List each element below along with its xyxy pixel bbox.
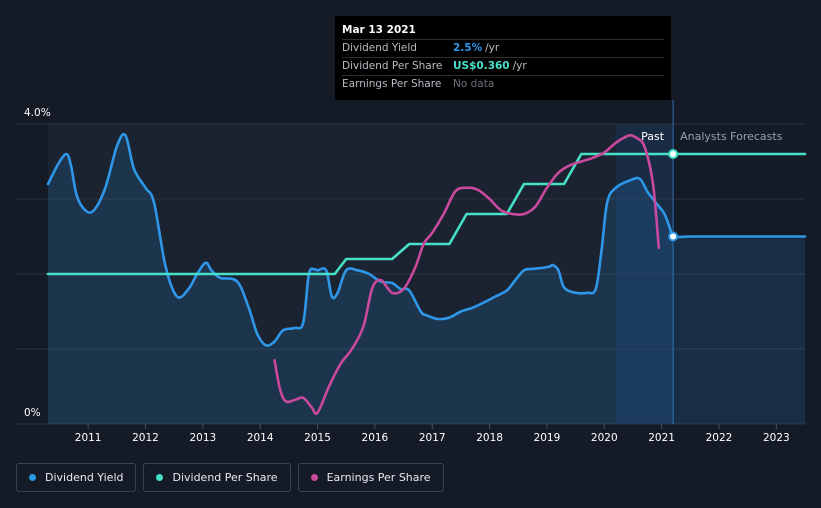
legend: Dividend Yield Dividend Per Share Earnin… xyxy=(16,463,451,492)
tooltip-row-value: 2.5% xyxy=(453,42,483,54)
x-tick-label: 2023 xyxy=(763,432,790,444)
legend-label: Dividend Yield xyxy=(45,471,124,484)
marker-dividend-per-share xyxy=(668,149,679,159)
dividend-yield-line xyxy=(46,132,807,347)
y-min-label: 0% xyxy=(24,407,41,419)
y-axis-labels: 4.0% 0% xyxy=(24,107,51,419)
x-tick-label: 2020 xyxy=(591,432,618,444)
tooltip-date: Mar 13 2021 xyxy=(342,24,416,36)
x-tick-label: 2018 xyxy=(476,432,503,444)
legend-label: Earnings Per Share xyxy=(326,471,431,484)
x-tick-label: 2012 xyxy=(132,432,159,444)
tooltip-row-dividend-yield: Dividend Yield 2.5% /yr xyxy=(342,39,664,57)
earnings-per-share-line xyxy=(273,134,661,416)
x-tick-label: 2013 xyxy=(189,432,216,444)
legend-item-dividend-per-share[interactable]: Dividend Per Share xyxy=(143,463,291,492)
x-tick-label: 2015 xyxy=(304,432,331,444)
tooltip-row-name: Dividend Per Share xyxy=(342,60,443,72)
legend-dot-icon xyxy=(310,474,318,481)
x-tick-label: 2022 xyxy=(706,432,733,444)
area-fills xyxy=(48,134,805,425)
x-tick-label: 2021 xyxy=(648,432,675,444)
y-max-label: 4.0% xyxy=(24,107,51,119)
legend-dot-icon xyxy=(156,474,164,481)
series-lines xyxy=(46,132,807,416)
x-tick-label: 2016 xyxy=(362,432,389,444)
tooltip-row-unit: /yr xyxy=(485,42,500,54)
tooltip-row-name: Earnings Per Share xyxy=(342,78,442,90)
legend-item-dividend-yield[interactable]: Dividend Yield xyxy=(16,463,137,492)
tooltip-row-value: US$0.360 xyxy=(453,60,510,72)
tooltip-row-unit: /yr xyxy=(512,60,527,72)
x-tick-label: 2017 xyxy=(419,432,446,444)
x-axis-ticks: 2011 2012 2013 2014 2015 2016 2017 2018 2019 2020… xyxy=(75,424,790,444)
zone-labels: Past Analysts Forecasts xyxy=(641,130,783,143)
tooltip-row-dividend-per-share: Dividend Per Share US$0.360 /yr xyxy=(342,57,664,75)
tooltip-row-value: No data xyxy=(453,78,495,90)
x-tick-label: 2011 xyxy=(75,432,102,444)
dividend-yield-area xyxy=(48,134,805,425)
tooltip-row-earnings-per-share: Earnings Per Share No data xyxy=(342,75,664,93)
x-tick-label: 2019 xyxy=(534,432,561,444)
dividend-per-share-line xyxy=(46,152,807,276)
forecast-label: Analysts Forecasts xyxy=(680,130,783,143)
marker-dividend-yield xyxy=(668,231,679,242)
tooltip-row-name: Dividend Yield xyxy=(342,42,417,54)
data-markers xyxy=(668,149,679,242)
chart-svg: 2011 2012 2013 2014 2015 2016 2017 2018 2019 2020… xyxy=(16,100,807,444)
past-label: Past xyxy=(641,130,665,143)
x-tick-label: 2014 xyxy=(247,432,274,444)
legend-dot-icon xyxy=(29,474,36,481)
legend-item-earnings-per-share[interactable]: Earnings Per Share xyxy=(297,463,444,492)
tooltip: Mar 13 2021 Dividend Yield 2.5% /yr Divi… xyxy=(335,16,671,100)
legend-label: Dividend Per Share xyxy=(172,471,278,484)
